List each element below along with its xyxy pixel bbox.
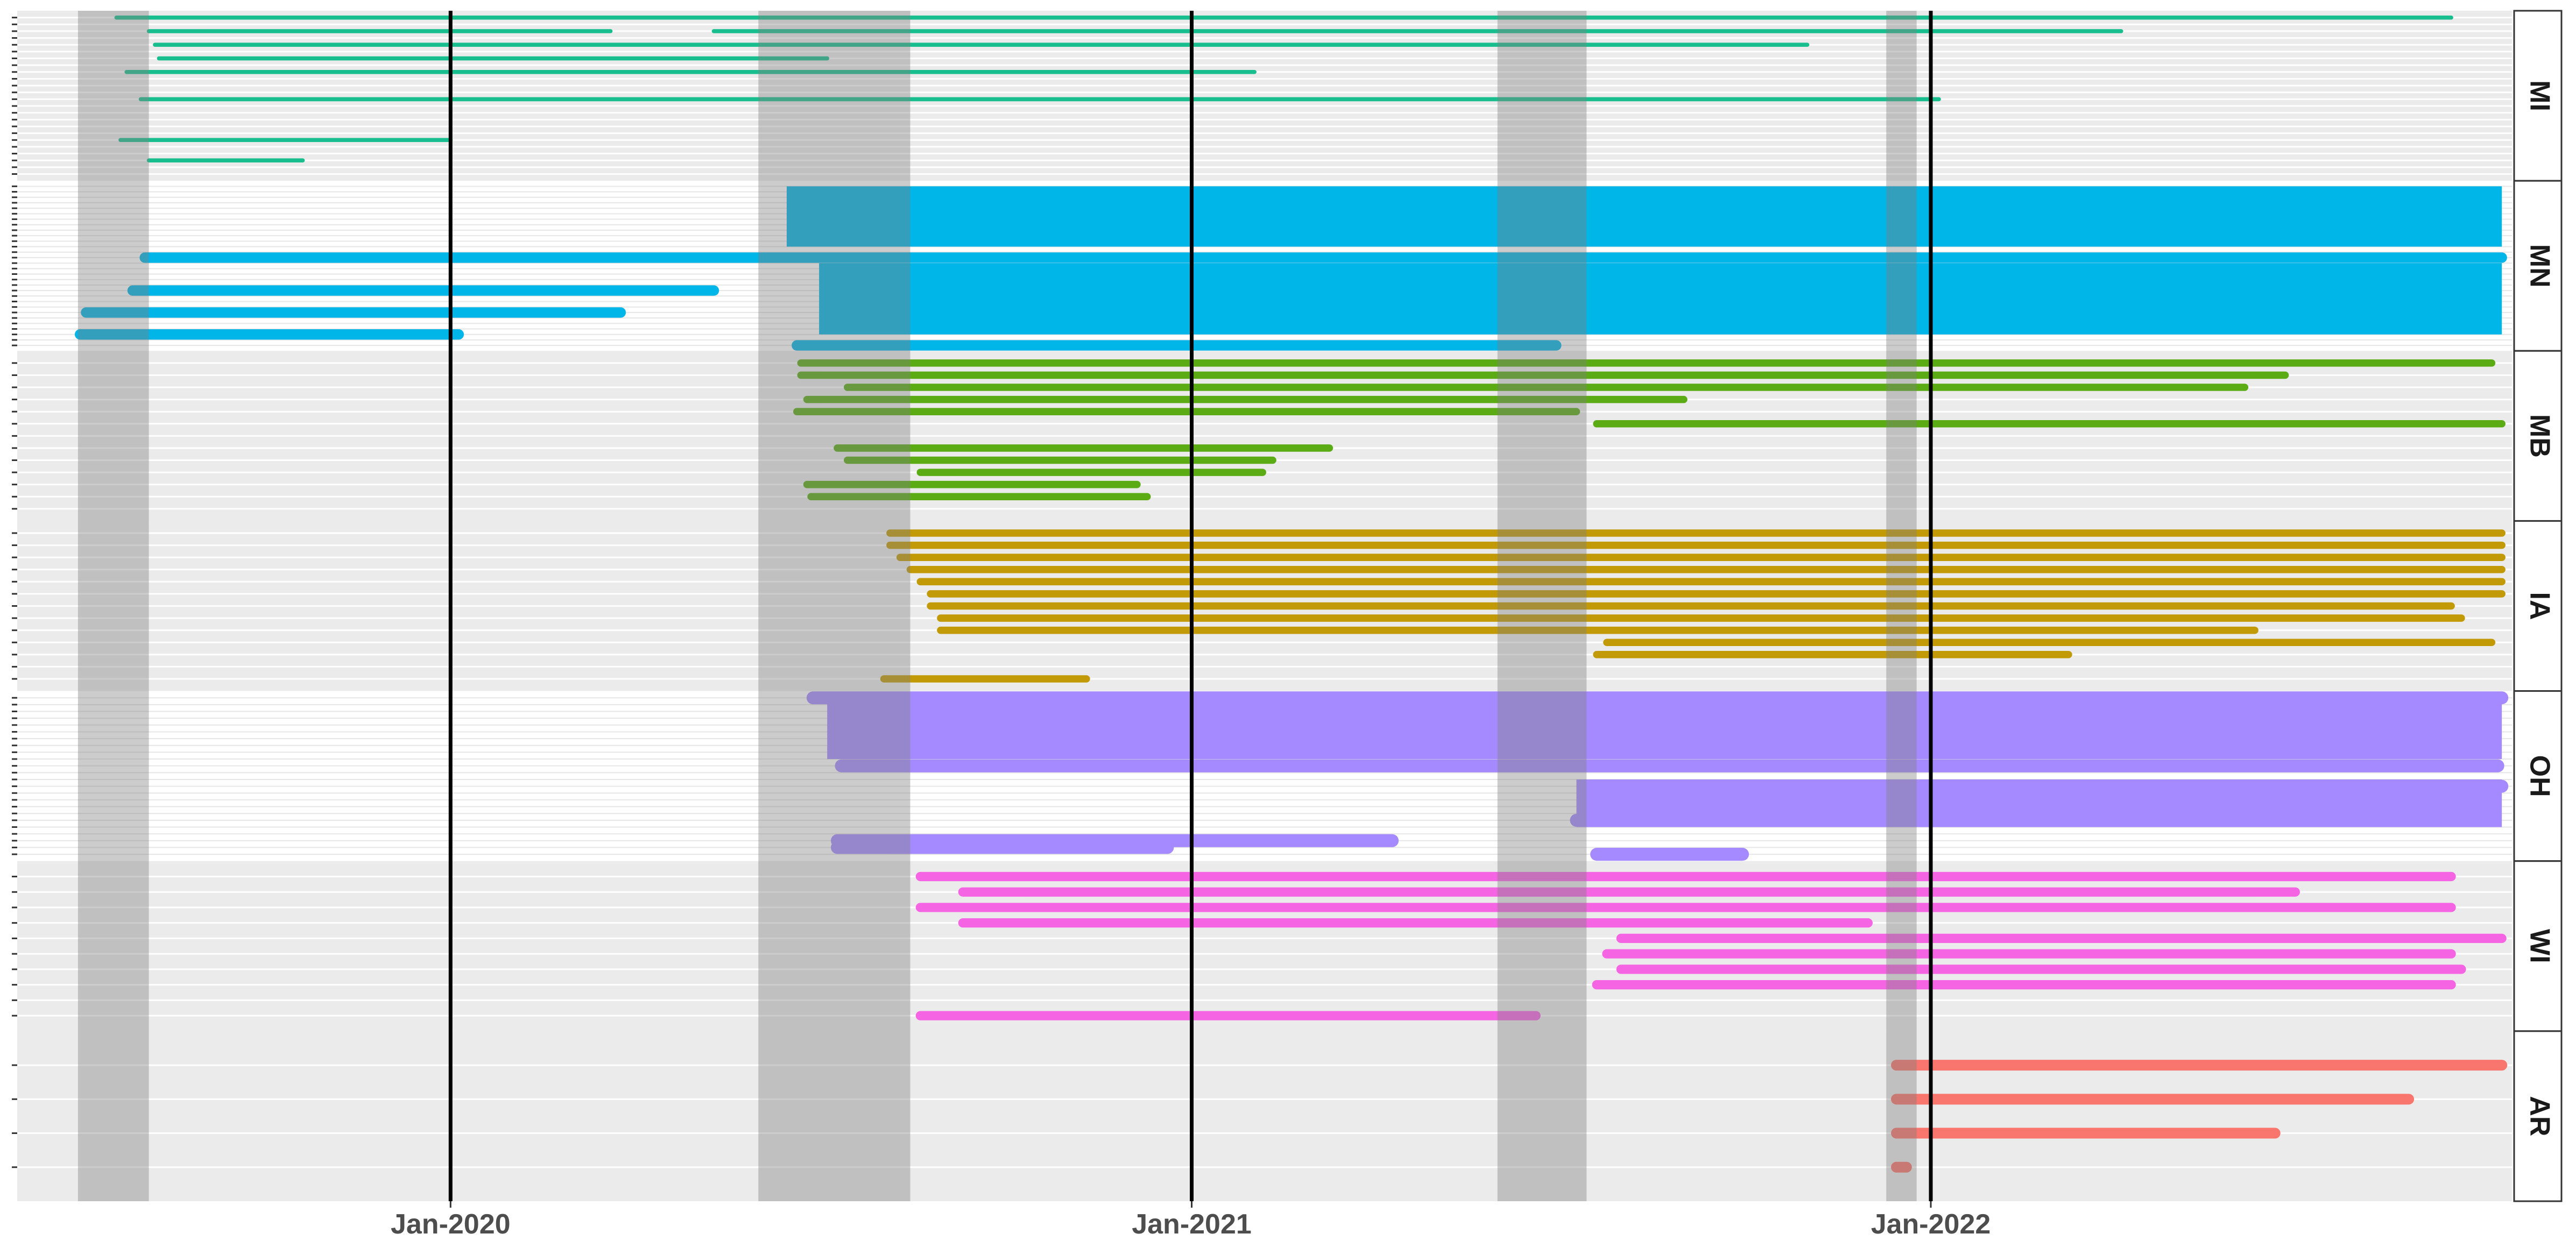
panel-background-mi bbox=[17, 11, 2512, 181]
strip-wi bbox=[2513, 860, 2563, 1032]
strip-label-mb: MB bbox=[2524, 414, 2555, 458]
year-lines-layer bbox=[448, 11, 1933, 1201]
shaded-period bbox=[758, 11, 911, 1201]
strip-label-wi: WI bbox=[2524, 929, 2555, 963]
strip-mb bbox=[2513, 350, 2563, 522]
series-block-oh bbox=[1576, 779, 2502, 827]
panels-layer bbox=[17, 11, 2512, 1201]
y-ticks-layer bbox=[12, 17, 17, 1168]
strip-mi bbox=[2513, 10, 2563, 182]
strip-label-oh: OH bbox=[2524, 755, 2555, 797]
x-tick-label: Jan-2021 bbox=[1132, 1209, 1252, 1240]
panel-background-wi bbox=[17, 861, 2512, 1031]
shaded-period bbox=[77, 11, 149, 1201]
series-block-mn bbox=[786, 186, 2502, 247]
strip-labels-layer: MI MN MB IA OH WI AR bbox=[2513, 10, 2563, 1202]
shaded-period bbox=[1497, 11, 1587, 1201]
shaded-periods-layer bbox=[77, 11, 1917, 1201]
strip-label-ar: AR bbox=[2524, 1096, 2555, 1136]
strip-ar bbox=[2513, 1030, 2563, 1202]
strip-label-mn: MN bbox=[2524, 244, 2555, 288]
strip-label-mi: MI bbox=[2524, 80, 2555, 111]
strip-ia bbox=[2513, 520, 2563, 692]
series-block-oh bbox=[827, 698, 2502, 760]
panel-background-ar bbox=[17, 1031, 2512, 1201]
strip-label-ia: IA bbox=[2524, 592, 2555, 620]
series-block-mn bbox=[819, 263, 2502, 335]
strip-mn bbox=[2513, 180, 2563, 352]
x-axis: Jan-2020 Jan-2021 Jan-2022 bbox=[391, 1201, 1991, 1240]
x-tick-label: Jan-2022 bbox=[1871, 1209, 1991, 1240]
x-tick-label: Jan-2020 bbox=[391, 1209, 511, 1240]
shaded-period bbox=[1886, 11, 1917, 1201]
